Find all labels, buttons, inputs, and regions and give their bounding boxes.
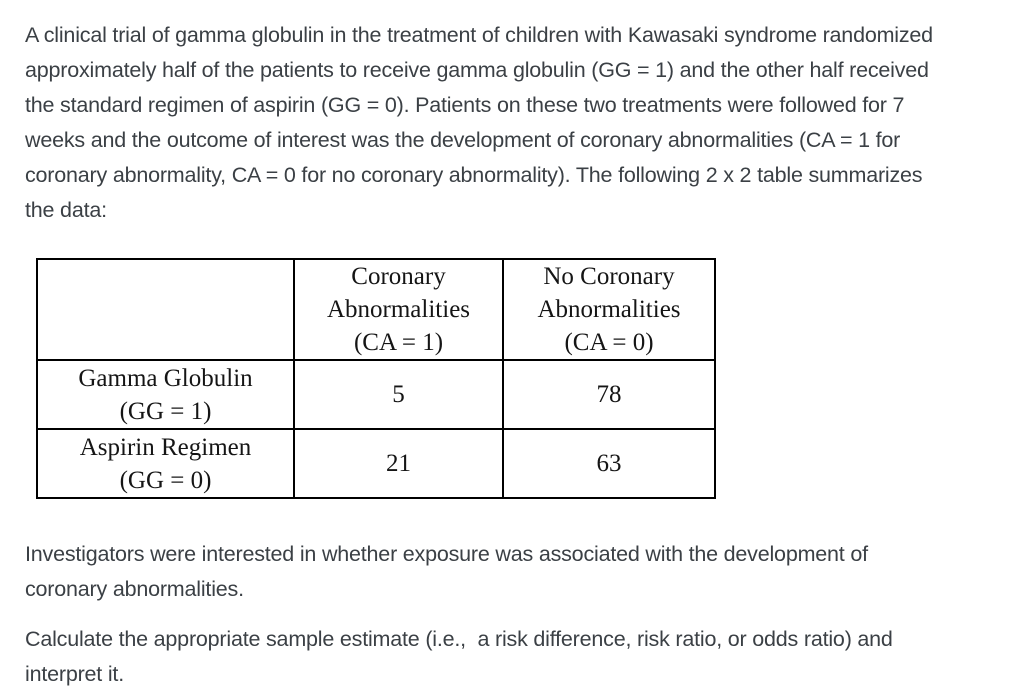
cell-gg1-ca1: 5: [293, 359, 504, 430]
cell-gg0-ca1: 21: [293, 428, 504, 499]
text-line: A clinical trial of gamma globulin in th…: [25, 23, 933, 47]
intro-paragraph: A clinical trial of gamma globulin in th…: [25, 18, 1024, 228]
text-line: weeks and the outcome of interest was th…: [25, 128, 901, 152]
text-line: Investigators were interested in whether…: [25, 542, 868, 566]
text-line: coronary abnormality, CA = 0 for no coro…: [25, 163, 923, 187]
cell-gg1-ca0: 78: [502, 359, 716, 430]
row-label-gamma-globulin: Gamma Globulin (GG = 1): [36, 359, 295, 430]
table-row-gamma-globulin: Gamma Globulin (GG = 1) 5 78: [36, 359, 716, 430]
table-header-row: Coronary Abnormalities (CA = 1) No Coron…: [36, 258, 716, 361]
contingency-table: Coronary Abnormalities (CA = 1) No Coron…: [36, 258, 716, 499]
table-corner-cell: [36, 258, 295, 361]
text-line: coronary abnormalities.: [25, 577, 244, 601]
text-line: approximately half of the patients to re…: [25, 58, 929, 82]
row-label-aspirin-regimen: Aspirin Regimen (GG = 0): [36, 428, 295, 499]
task-paragraph: Calculate the appropriate sample estimat…: [25, 622, 1024, 692]
text-line: Calculate the appropriate sample estimat…: [25, 627, 893, 651]
contingency-table-container: Coronary Abnormalities (CA = 1) No Coron…: [36, 258, 1024, 499]
header-no-coronary-abnormalities: No Coronary Abnormalities (CA = 0): [502, 258, 716, 361]
text-line: the standard regimen of aspirin (GG = 0)…: [25, 93, 905, 117]
table-row-aspirin-regimen: Aspirin Regimen (GG = 0) 21 63: [36, 428, 716, 499]
document-page: A clinical trial of gamma globulin in th…: [25, 18, 1024, 692]
interest-paragraph: Investigators were interested in whether…: [25, 537, 1024, 607]
header-coronary-abnormalities: Coronary Abnormalities (CA = 1): [293, 258, 504, 361]
cell-gg0-ca0: 63: [502, 428, 716, 499]
text-line: the data:: [25, 198, 107, 222]
text-line: interpret it.: [25, 662, 124, 686]
